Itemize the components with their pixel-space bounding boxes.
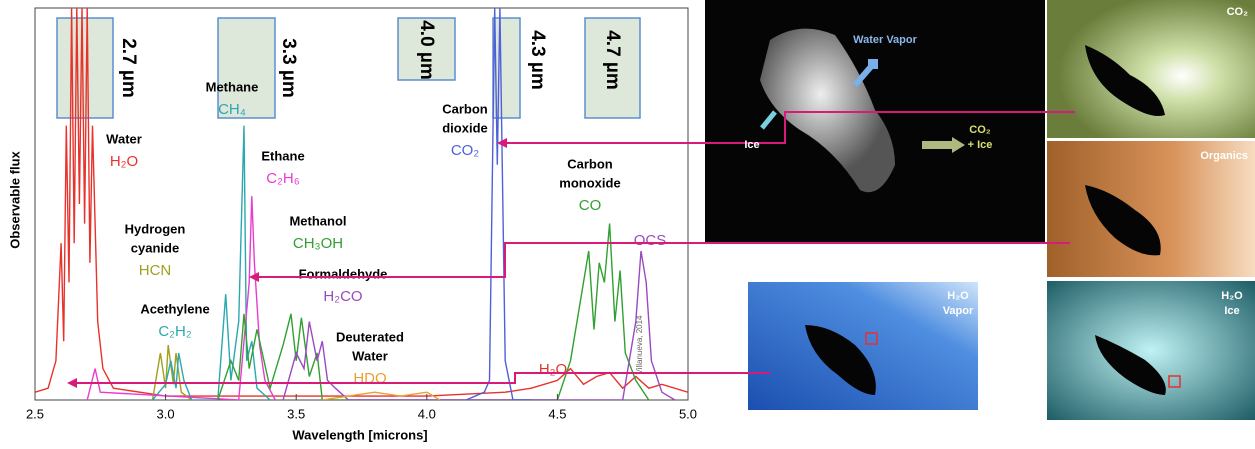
nucleus (1085, 45, 1165, 116)
annotation-name: Water (106, 131, 142, 146)
arrow (760, 110, 777, 130)
images (705, 0, 1255, 420)
annotation-formula: H₂O (539, 361, 567, 378)
image-label: + Ice (968, 139, 993, 151)
arrow-head (497, 138, 507, 148)
nucleus (1085, 185, 1161, 256)
annotation-name: Carbon (442, 101, 488, 116)
annotation-name: Hydrogen (125, 221, 186, 236)
co2-map (1047, 0, 1255, 138)
connector (257, 242, 1070, 278)
annotation-name: Deuterated (336, 329, 404, 344)
x-axis-label: Wavelength [microns] (292, 427, 427, 442)
band-label: 4.0 µm (416, 20, 437, 80)
annotation-name: Methanol (289, 213, 346, 228)
arrow (852, 59, 878, 87)
x-tick-label: 4.5 (548, 406, 566, 421)
x-tick-label: 2.5 (26, 406, 44, 421)
comet-nucleus (760, 28, 895, 193)
marker (1168, 375, 1181, 388)
x-tick-label: 3.0 (157, 406, 175, 421)
band-label: 4.7 µm (602, 30, 623, 90)
credit: Villanueva, 2014 (635, 315, 644, 375)
band-label: 4.3 µm (527, 30, 548, 90)
annotation-formula: H₂O (110, 153, 138, 170)
image-label: Water Vapor (853, 34, 917, 46)
h2o-ice-map (1047, 281, 1255, 420)
band-box (56, 17, 114, 119)
band-box (492, 17, 521, 119)
band-box (397, 17, 456, 81)
spectrum-line (282, 250, 676, 400)
annotation-formula: CO₂ (451, 142, 480, 159)
arrow-head (952, 137, 965, 153)
annotation-formula: C₂H₆ (266, 170, 300, 187)
annotation-name: Acethylene (140, 301, 209, 316)
plot-frame (34, 7, 689, 401)
spectrum-line (322, 391, 441, 400)
annotation-formula: H₂CO (323, 288, 362, 305)
image-label: Ice (744, 139, 759, 151)
spectrum-line (86, 196, 276, 400)
x-tick-label: 3.5 (287, 406, 305, 421)
annotation-name: cyanide (131, 240, 179, 255)
image-label: H₂O (947, 290, 969, 302)
annotation-formula: CO (579, 197, 602, 214)
connector (505, 111, 1075, 144)
spectrum-line (151, 125, 271, 400)
annotation-name: Methane (206, 79, 259, 94)
band-label: 3.3 µm (278, 38, 299, 98)
annotation-name: Water (352, 348, 388, 363)
band-box (584, 17, 641, 119)
spectrum-line (217, 223, 650, 400)
image-label: CO₂ (1227, 6, 1249, 18)
annotation-formula: C₂H₂ (158, 323, 191, 340)
band-label: 2.7 µm (118, 38, 139, 98)
arrow-head (249, 272, 259, 282)
annotation-formula: CH₄ (218, 101, 246, 118)
x-tick-label: 5.0 (679, 406, 697, 421)
marker (865, 332, 878, 345)
image-label: CO₂ (969, 124, 991, 136)
y-axis-label: Observable flux (7, 150, 22, 248)
annotation-name: dioxide (442, 120, 488, 135)
connectors (67, 111, 1075, 388)
arrow-head (67, 378, 77, 388)
spectrum-line (465, 8, 532, 400)
image-label: Organics (1200, 150, 1248, 162)
chart: Wavelength [microns] Observable flux Vil… (7, 7, 697, 442)
nucleus (805, 325, 876, 395)
connector (75, 372, 770, 384)
spectrum-line (151, 345, 193, 400)
image-label: Ice (1224, 305, 1239, 317)
annotation-formula: HDO (353, 370, 386, 387)
nucleus (1095, 335, 1166, 395)
annotation-name: Carbon (567, 156, 613, 171)
annotation-name: Ethane (261, 148, 304, 163)
annotation-formula: OCS (634, 232, 667, 249)
annotation-name: monoxide (559, 175, 620, 190)
annotation-name: Formaldehyde (299, 266, 388, 281)
image-label: Vapor (943, 305, 974, 317)
band-box (217, 17, 276, 119)
annotation-formula: HCN (139, 262, 172, 279)
image-label: H₂O (1221, 290, 1243, 302)
spectrum-line (35, 8, 688, 397)
x-tick-label: 4.0 (418, 406, 436, 421)
annotation-formula: CH₃OH (293, 235, 343, 252)
